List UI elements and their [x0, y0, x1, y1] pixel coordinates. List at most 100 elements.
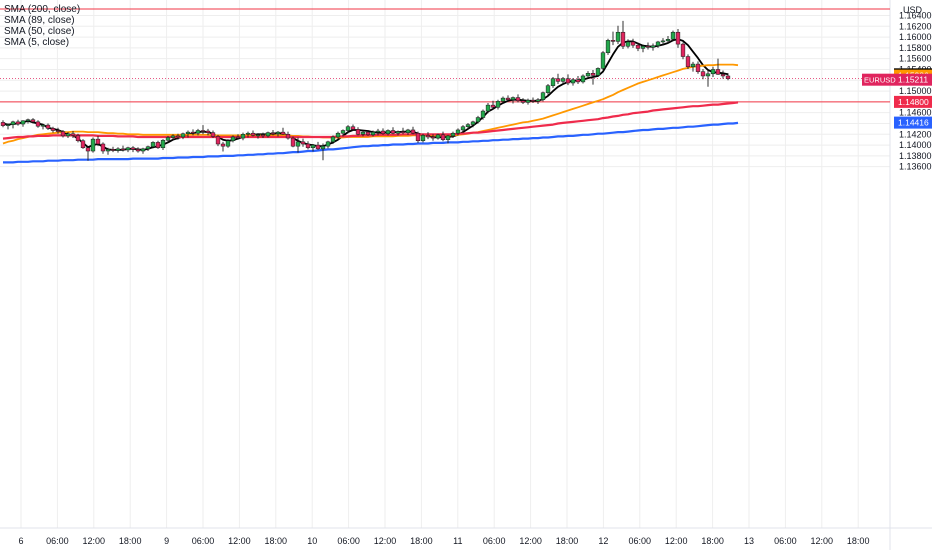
candle-body[interactable] [435, 134, 441, 139]
candle-body[interactable] [325, 141, 331, 147]
candle-body[interactable] [225, 140, 231, 147]
candle-body[interactable] [455, 129, 461, 134]
candle-body[interactable] [710, 69, 716, 75]
candle-body[interactable] [365, 131, 371, 136]
candle-body[interactable] [645, 46, 651, 48]
candle-body[interactable] [205, 130, 211, 133]
candle-body[interactable] [255, 134, 261, 137]
candle-body[interactable] [10, 121, 16, 125]
candle-body[interactable] [545, 85, 551, 93]
candle-body[interactable] [625, 41, 631, 47]
candle-body[interactable] [725, 75, 731, 79]
candle-body[interactable] [235, 136, 241, 139]
candle-body[interactable] [465, 124, 471, 127]
candle-body[interactable] [585, 73, 591, 77]
candle-body[interactable] [715, 69, 721, 75]
candle-body[interactable] [670, 31, 676, 40]
candle-body[interactable] [405, 129, 411, 133]
candle-body[interactable] [140, 148, 146, 152]
candle-body[interactable] [105, 149, 111, 152]
candle-body[interactable] [25, 119, 31, 122]
candle-body[interactable] [170, 135, 176, 138]
candle-body[interactable] [530, 100, 536, 102]
candle-body[interactable] [400, 131, 406, 133]
candle-body[interactable] [260, 134, 266, 137]
sma-50-line[interactable] [2, 63, 739, 145]
candle-body[interactable] [305, 143, 311, 149]
candle-body[interactable] [275, 131, 281, 134]
candle-body[interactable] [595, 68, 601, 76]
candle-body[interactable] [605, 40, 611, 53]
candle-body[interactable] [695, 63, 701, 72]
candle-body[interactable] [590, 73, 596, 76]
candle-body[interactable] [380, 130, 386, 134]
candle-body[interactable] [690, 63, 696, 68]
candle-body[interactable] [560, 78, 566, 82]
candle-body[interactable] [270, 132, 276, 134]
candle-body[interactable] [395, 131, 401, 134]
candle-body[interactable] [285, 134, 291, 139]
candle-body[interactable] [610, 40, 616, 42]
candle-body[interactable] [615, 31, 621, 42]
legend-item-sma-200[interactable]: SMA (200, close) [4, 4, 81, 15]
candle-body[interactable] [175, 135, 181, 138]
candle-body[interactable] [555, 78, 561, 82]
candle-body[interactable] [120, 148, 126, 151]
candle-body[interactable] [445, 135, 451, 140]
candle-body[interactable] [450, 132, 456, 137]
candle-body[interactable] [95, 138, 101, 145]
candle-body[interactable] [485, 104, 491, 112]
candle-body[interactable] [75, 135, 81, 142]
candle-body[interactable] [5, 124, 11, 126]
candle-body[interactable] [345, 126, 351, 131]
candle-body[interactable] [15, 121, 21, 125]
legend-item-sma-50[interactable]: SMA (50, close) [4, 26, 75, 37]
candle-body[interactable] [515, 97, 521, 102]
candle-body[interactable] [495, 101, 501, 108]
candle-body[interactable] [650, 45, 656, 48]
candle-body[interactable] [705, 73, 711, 77]
candle-body[interactable] [580, 75, 586, 83]
candle-body[interactable] [360, 131, 366, 135]
candle-body[interactable] [500, 97, 506, 102]
candle-body[interactable] [45, 124, 51, 129]
candle-body[interactable] [220, 143, 226, 147]
candle-body[interactable] [315, 144, 321, 150]
candle-body[interactable] [460, 126, 466, 131]
candle-body[interactable] [425, 135, 431, 138]
candle-body[interactable] [430, 136, 436, 139]
candle-body[interactable] [230, 136, 236, 142]
candle-body[interactable] [340, 130, 346, 134]
candle-body[interactable] [300, 141, 306, 145]
candle-body[interactable] [165, 137, 171, 141]
candle-body[interactable] [115, 148, 121, 151]
candle-body[interactable] [80, 140, 86, 149]
candle-body[interactable] [90, 138, 96, 152]
candle-body[interactable] [195, 130, 201, 134]
candle-body[interactable] [575, 79, 581, 83]
legend-item-sma-5[interactable]: SMA (5, close) [4, 37, 70, 48]
candle-body[interactable] [490, 104, 496, 108]
candle-body[interactable] [265, 132, 271, 137]
candle-body[interactable] [310, 144, 316, 149]
candle-body[interactable] [65, 133, 71, 137]
candle-body[interactable] [40, 124, 46, 127]
candle-body[interactable] [290, 137, 296, 147]
candle-body[interactable] [155, 142, 161, 149]
candle-body[interactable] [355, 129, 361, 135]
candle-body[interactable] [685, 56, 691, 68]
candle-body[interactable] [125, 147, 131, 151]
candle-body[interactable] [70, 133, 76, 136]
candle-body[interactable] [370, 131, 376, 136]
candle-body[interactable] [145, 146, 151, 150]
candle-body[interactable] [60, 131, 66, 137]
candle-body[interactable] [130, 147, 136, 150]
candle-body[interactable] [245, 132, 251, 135]
candle-body[interactable] [525, 100, 531, 103]
candle-body[interactable] [420, 135, 426, 142]
candle-body[interactable] [350, 126, 356, 130]
candle-body[interactable] [570, 79, 576, 84]
candle-body[interactable] [240, 134, 246, 139]
candle-body[interactable] [320, 145, 326, 150]
